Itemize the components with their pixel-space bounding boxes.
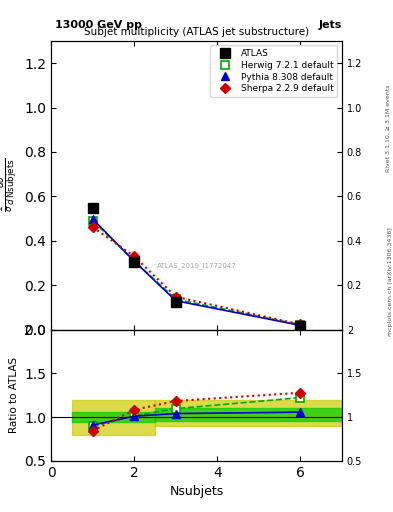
Sherpa 2.2.9 default: [132, 253, 136, 260]
Sherpa 2.2.9 default: [298, 322, 303, 328]
Line: ATLAS: ATLAS: [88, 203, 305, 330]
Y-axis label: $\frac{1}{\sigma}\frac{d\sigma}{d\,\mathrm{Nsubjets}}$: $\frac{1}{\sigma}\frac{d\sigma}{d\,\math…: [0, 158, 19, 212]
Line: Herwig 7.2.1 default: Herwig 7.2.1 default: [88, 217, 305, 329]
X-axis label: Nsubjets: Nsubjets: [169, 485, 224, 498]
Title: Subjet multiplicity (ATLAS jet substructure): Subjet multiplicity (ATLAS jet substruct…: [84, 28, 309, 37]
Line: Pythia 8.308 default: Pythia 8.308 default: [88, 215, 305, 330]
Line: Sherpa 2.2.9 default: Sherpa 2.2.9 default: [89, 224, 304, 328]
Text: 13000 GeV pp: 13000 GeV pp: [55, 20, 142, 30]
Text: Jets: Jets: [319, 20, 342, 30]
Sherpa 2.2.9 default: [173, 294, 178, 300]
ATLAS: [298, 323, 303, 329]
Pythia 8.308 default: [173, 297, 178, 304]
ATLAS: [132, 259, 136, 265]
Pythia 8.308 default: [298, 323, 303, 329]
ATLAS: [90, 205, 95, 211]
Sherpa 2.2.9 default: [90, 224, 95, 230]
ATLAS: [173, 299, 178, 305]
Herwig 7.2.1 default: [90, 218, 95, 224]
Y-axis label: Ratio to ATLAS: Ratio to ATLAS: [9, 357, 19, 433]
Herwig 7.2.1 default: [173, 296, 178, 302]
Text: Rivet 3.1.10, ≥ 3.1M events: Rivet 3.1.10, ≥ 3.1M events: [386, 84, 391, 172]
Pythia 8.308 default: [132, 258, 136, 264]
Herwig 7.2.1 default: [298, 322, 303, 328]
Text: mcplots.cern.ch [arXiv:1306.3436]: mcplots.cern.ch [arXiv:1306.3436]: [387, 227, 393, 336]
Pythia 8.308 default: [90, 216, 95, 222]
Herwig 7.2.1 default: [132, 258, 136, 264]
Text: ATLAS_2019_I1772047: ATLAS_2019_I1772047: [157, 263, 236, 269]
Legend: ATLAS, Herwig 7.2.1 default, Pythia 8.308 default, Sherpa 2.2.9 default: ATLAS, Herwig 7.2.1 default, Pythia 8.30…: [210, 46, 338, 97]
